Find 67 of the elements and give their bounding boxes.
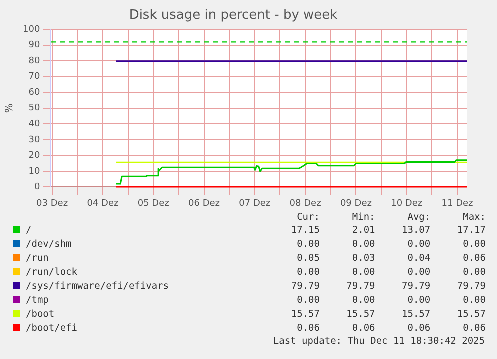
legend-label: /run (26, 252, 49, 264)
x-tick-label: 07 Dez (239, 198, 271, 209)
text: 0.00 (296, 294, 320, 307)
text: Cur: (296, 212, 320, 223)
y-tick-label: 50 (28, 104, 40, 114)
chart-title: Disk usage in percent - by week (129, 8, 338, 24)
text: 79.79 (290, 280, 320, 293)
x-tick-label: 11 Dez (442, 198, 474, 209)
y-tick-label: 100 (22, 24, 40, 35)
text: 0.00 (296, 238, 320, 251)
y-tick-label: 70 (28, 72, 40, 82)
text: Avg: (406, 212, 431, 223)
x-tick-label: 10 Dez (391, 198, 423, 209)
text: 79.79 (456, 280, 486, 293)
legend-label: /boot (26, 308, 55, 320)
text: 0.04 (406, 252, 431, 265)
legend-label: /boot/efi (26, 322, 78, 334)
text: 0.00 (351, 294, 376, 307)
text: 0.06 (462, 322, 486, 335)
y-tick-label: 20 (28, 151, 40, 162)
text: 0.00 (462, 294, 486, 307)
text: 15.57 (456, 308, 486, 321)
text: Max: (462, 212, 486, 223)
x-tick-label: 05 Dez (138, 198, 170, 209)
text: 0.06 (462, 252, 486, 265)
text: 79.79 (346, 280, 376, 293)
text: 0.00 (406, 238, 431, 251)
y-tick-label: 30 (28, 135, 40, 146)
y-axis-title: % (4, 104, 16, 114)
text: 15.57 (290, 308, 320, 321)
text: 13.07 (401, 224, 431, 237)
text: 0.00 (462, 266, 486, 279)
text: 0.06 (351, 322, 376, 335)
text: 15.57 (401, 308, 431, 321)
legend-label: /sys/firmware/efi/efivars (26, 280, 169, 292)
y-tick-label: 0 (34, 182, 40, 193)
text: 0.00 (406, 266, 431, 279)
legend-label: /dev/shm (26, 238, 72, 250)
legend-label: /tmp (26, 294, 49, 306)
text: 15.57 (346, 308, 376, 321)
text: 0.00 (462, 238, 486, 251)
text: 17.17 (456, 224, 486, 237)
x-tick-label: 08 Dez (290, 198, 322, 209)
text: 0.06 (406, 322, 431, 335)
x-tick-label: 04 Dez (87, 198, 119, 209)
y-tick-label: 90 (28, 40, 40, 51)
y-tick-label: 80 (28, 56, 40, 66)
text: 0.06 (296, 322, 320, 335)
text: 0.00 (296, 266, 320, 279)
legend-label: / (26, 224, 32, 236)
text: 0.00 (351, 266, 376, 279)
text: 2.01 (351, 224, 376, 237)
y-tick-label: 60 (28, 88, 40, 98)
y-tick-label: 40 (28, 120, 40, 130)
text: 0.00 (406, 294, 431, 307)
text: 0.03 (351, 252, 376, 265)
x-tick-label: 09 Dez (340, 198, 372, 209)
legend-label: /run/lock (26, 266, 78, 278)
text: 79.79 (401, 280, 431, 293)
x-tick-label: 03 Dez (36, 198, 68, 209)
x-tick-label: 06 Dez (188, 198, 220, 209)
text: Last update: Thu Dec 11 18:30:42 2025 (272, 335, 486, 348)
y-tick-label: 10 (28, 166, 40, 177)
text: 0.05 (296, 252, 320, 265)
text: 17.15 (290, 224, 320, 237)
text: 0.00 (351, 238, 376, 251)
text: Min: (351, 212, 376, 223)
